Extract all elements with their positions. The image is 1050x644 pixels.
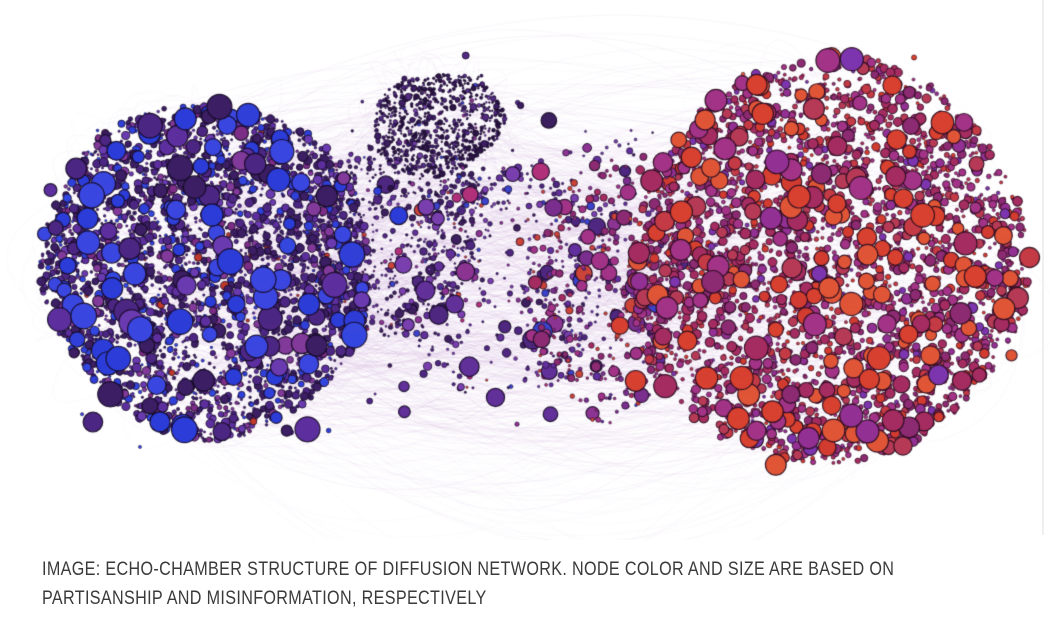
image-caption: IMAGE: ECHO-CHAMBER STRUCTURE OF DIFFUSI… xyxy=(42,556,1050,613)
caption-line-1: IMAGE: ECHO-CHAMBER STRUCTURE OF DIFFUSI… xyxy=(42,559,895,580)
page-divider xyxy=(1042,0,1044,535)
caption-line-2: PARTISANSHIP AND MISINFORMATION, RESPECT… xyxy=(42,587,487,609)
network-figure xyxy=(0,0,1050,540)
network-visualization xyxy=(0,0,1050,540)
